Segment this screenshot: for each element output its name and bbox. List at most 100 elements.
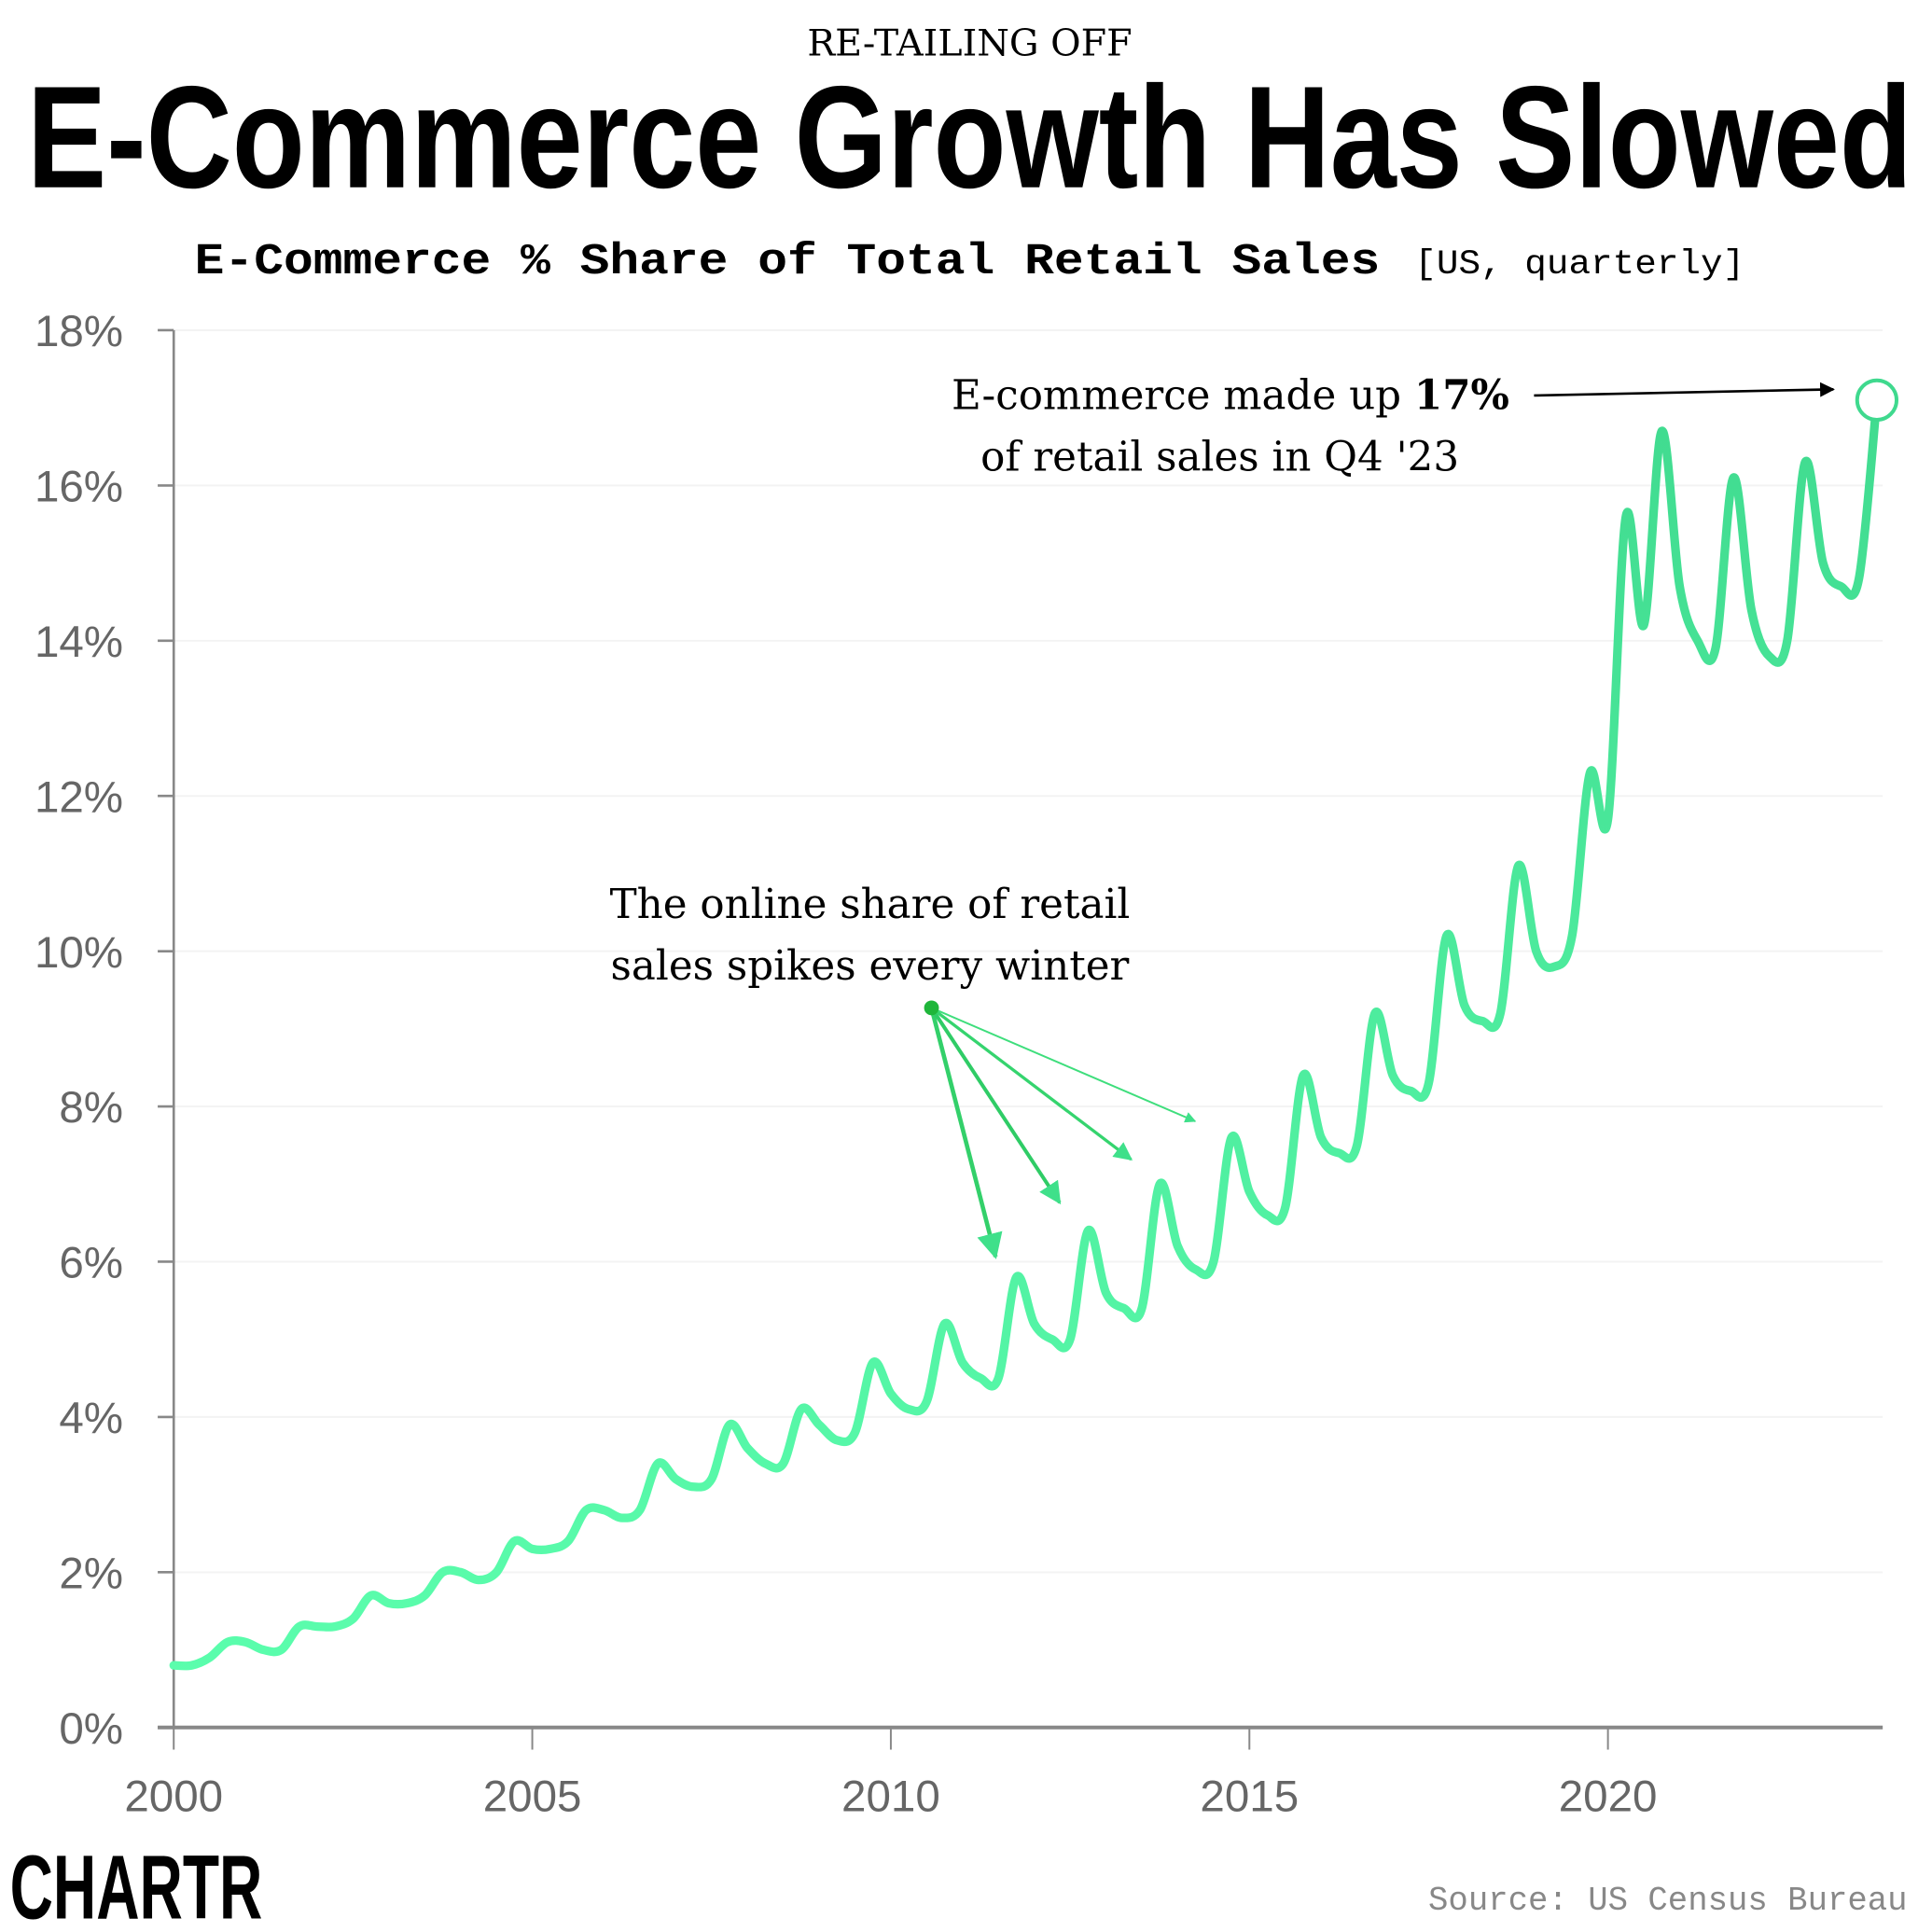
- data-point: [529, 1545, 536, 1552]
- y-tick-label: 0%: [59, 1704, 123, 1754]
- data-point: [1443, 932, 1451, 939]
- data-point: [421, 1591, 428, 1599]
- y-tick-label: 8%: [59, 1083, 123, 1133]
- data-point: [1496, 1009, 1504, 1017]
- data-point: [493, 1568, 500, 1576]
- data-point: [1282, 1203, 1289, 1211]
- data-point: [1354, 1142, 1361, 1149]
- data-point: [296, 1623, 303, 1631]
- data-point: [1784, 637, 1791, 645]
- data-point: [905, 1406, 912, 1413]
- data-point: [869, 1359, 877, 1367]
- data-point: [1210, 1258, 1217, 1266]
- data-point: [349, 1615, 356, 1622]
- data-point: [1676, 583, 1684, 591]
- x-tick-label: 2000: [124, 1772, 223, 1822]
- annotation-latest-line2: of retail sales in Q4 '23: [980, 435, 1459, 481]
- annotation-latest: E-commerce made up 17% of retail sales i…: [952, 372, 1835, 481]
- data-point: [1747, 606, 1755, 614]
- data-point: [564, 1537, 572, 1545]
- subtitle-main: E-Commerce % Share of Total Retail Sales: [195, 237, 1381, 287]
- data-point: [1103, 1289, 1110, 1297]
- annotation-origin-dot: [924, 1000, 939, 1016]
- annotation-winter: The online share of retail sales spikes …: [610, 882, 1197, 1259]
- annotation-latest-line1: E-commerce made up 17%: [952, 372, 1509, 420]
- data-point: [1120, 1304, 1128, 1312]
- data-point: [224, 1638, 231, 1646]
- data-point: [726, 1421, 733, 1428]
- annotation-arrow-2: [929, 1007, 1062, 1205]
- data-point: [1264, 1212, 1272, 1219]
- y-tick-label: 10%: [35, 928, 123, 978]
- data-point: [1819, 560, 1827, 567]
- data-point: [1712, 645, 1719, 652]
- data-point: [242, 1638, 249, 1646]
- x-tick-label: 2020: [1559, 1772, 1658, 1822]
- data-point: [1533, 948, 1540, 955]
- data-point: [1586, 769, 1593, 776]
- data-point: [1801, 458, 1809, 466]
- data-point: [1317, 1133, 1325, 1141]
- y-tick-label: 4%: [59, 1394, 123, 1443]
- y-tick-label: 18%: [35, 307, 123, 356]
- data-point: [887, 1390, 895, 1397]
- subtitle-qualifier: [US, quarterly]: [1414, 245, 1744, 285]
- data-point: [439, 1568, 447, 1576]
- data-point: [1479, 1018, 1486, 1025]
- data-point: [798, 1406, 805, 1413]
- data-point: [1192, 1266, 1200, 1273]
- data-point: [1049, 1336, 1056, 1343]
- data-point: [475, 1577, 482, 1584]
- annotation-winter-line1: The online share of retail: [610, 882, 1131, 928]
- y-tick-label: 14%: [35, 618, 123, 667]
- data-point: [1066, 1336, 1074, 1343]
- data-point: [1622, 513, 1630, 521]
- data-point: [368, 1591, 375, 1599]
- data-point: [1605, 815, 1612, 823]
- data-point: [761, 1460, 769, 1467]
- data-point: [1389, 1072, 1397, 1079]
- data-point: [188, 1661, 195, 1669]
- annotation-latest-arrow: [1534, 382, 1835, 397]
- data-point: [654, 1460, 661, 1467]
- data-point: [923, 1397, 930, 1405]
- data-point: [744, 1444, 751, 1452]
- data-point: [1515, 862, 1522, 869]
- data-point: [815, 1421, 823, 1428]
- data-point: [1425, 1079, 1432, 1087]
- data-point: [977, 1374, 984, 1382]
- x-tick-label: 2010: [841, 1772, 940, 1822]
- y-tick-label: 2%: [59, 1549, 123, 1598]
- data-point: [1245, 1188, 1253, 1196]
- data-point: [1407, 1087, 1414, 1094]
- y-tick-label: 16%: [35, 463, 123, 512]
- x-tick-label: 2015: [1200, 1772, 1299, 1822]
- chart-title: E-Commerce Growth Has Slowed: [27, 57, 1912, 219]
- data-point: [1031, 1320, 1038, 1327]
- data-point: [278, 1647, 285, 1654]
- y-tick-label: 12%: [35, 772, 123, 822]
- data-point: [1658, 427, 1665, 435]
- data-point: [1856, 575, 1863, 582]
- data-point: [1461, 1002, 1468, 1009]
- data-point: [1730, 474, 1737, 481]
- data-point: [510, 1537, 518, 1545]
- data-point: [1228, 1133, 1235, 1141]
- data-point: [331, 1623, 339, 1631]
- x-tick-label: 2005: [483, 1772, 582, 1822]
- data-point: [852, 1429, 859, 1437]
- data-point: [1138, 1304, 1146, 1312]
- data-point: [1335, 1149, 1342, 1157]
- data-point: [1300, 1072, 1307, 1079]
- data-point: [1694, 637, 1702, 645]
- data-point: [600, 1507, 607, 1514]
- annotation-arrow-4: [931, 1007, 1197, 1123]
- annotation-arrow-3: [930, 1007, 1133, 1161]
- chartr-logo: CHARTR: [10, 1836, 263, 1932]
- data-point: [690, 1483, 698, 1491]
- data-point: [385, 1600, 393, 1607]
- data-point: [1568, 932, 1576, 939]
- data-point: [1156, 1180, 1163, 1188]
